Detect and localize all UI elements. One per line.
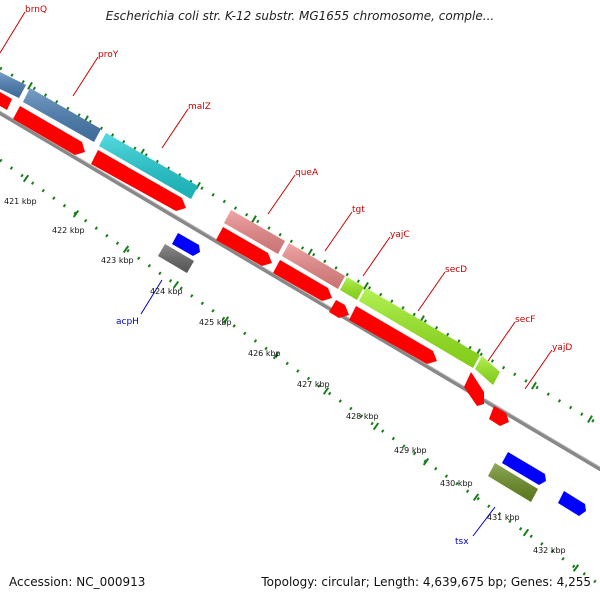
ring-tick (272, 351, 280, 360)
kbp-label: 422 kbp (52, 226, 85, 235)
cds-arrows (0, 92, 509, 426)
ring-tick (172, 280, 180, 289)
ring-tick (22, 174, 30, 183)
kbp-label: 425 kbp (199, 318, 232, 327)
gene-label-acpH[interactable]: acpH (116, 317, 139, 327)
kbp-labels: 421 kbp 422 kbp 423 kbp 424 kbp 425 kbp … (4, 197, 566, 555)
gene-label-queA[interactable]: queA (295, 168, 319, 178)
ring-tick (251, 215, 257, 224)
cds-arrow-6[interactable] (329, 300, 349, 318)
gene-label-secD[interactable]: secD (445, 265, 467, 275)
gene-label-proY[interactable]: proY (98, 50, 119, 60)
ring-tick (587, 415, 593, 423)
gene-bar-secD[interactable] (359, 288, 480, 368)
kbp-label: 429 kbp (394, 446, 427, 455)
cds-arrow-7[interactable] (349, 306, 437, 364)
gene-labels: brnQ proY malZ queA tgt yajC secD secF y… (0, 5, 572, 547)
kbp-label: 430 kbp (440, 479, 473, 488)
kbp-label: 432 kbp (533, 546, 566, 555)
gene-bar-malZ[interactable] (99, 133, 198, 199)
ring-tick (122, 245, 130, 254)
kbp-label: 427 kbp (297, 380, 330, 389)
inner-tick-ring (0, 158, 600, 587)
kbp-label: 431 kbp (487, 513, 520, 522)
outer-tick-ring (0, 66, 600, 427)
minus-strand-genes (158, 233, 586, 516)
cds-arrow-1[interactable] (0, 92, 12, 110)
kbp-label: 421 kbp (4, 197, 37, 206)
accession-text: Accession: NC_000913 (9, 575, 146, 589)
cds-arrow-2[interactable] (13, 106, 85, 155)
gene-label-secF[interactable]: secF (515, 315, 535, 325)
gene-bar-proY[interactable] (23, 88, 101, 142)
gene-arrow-tsx-1[interactable] (502, 452, 546, 485)
gene-label-tsx[interactable]: tsx (455, 537, 469, 547)
ring-tick (422, 457, 430, 466)
cds-arrow-8[interactable] (464, 372, 484, 406)
cds-arrow-4[interactable] (216, 227, 272, 266)
cds-arrow-3[interactable] (91, 150, 186, 211)
gene-arrow-tsx-2[interactable] (558, 491, 586, 516)
gene-bar-brnQ[interactable] (0, 72, 26, 98)
ring-tick (372, 422, 380, 431)
backbone-line (0, 111, 600, 471)
gene-bar-secF[interactable] (475, 356, 500, 385)
gene-bar-acpH[interactable] (158, 244, 194, 273)
kbp-label: 426 kbp (248, 349, 281, 358)
cds-arrow-5[interactable] (273, 260, 332, 301)
map-title: Escherichia coli str. K-12 substr. MG165… (105, 9, 495, 23)
cds-arrow-9[interactable] (489, 406, 509, 426)
gene-label-brnQ[interactable]: brnQ (25, 5, 47, 15)
topology-summary: Topology: circular; Length: 4,639,675 bp… (261, 575, 591, 589)
ring-tick (222, 316, 230, 324)
ring-tick (572, 564, 580, 572)
ring-tick (522, 528, 530, 537)
gene-bar-tsx[interactable] (488, 463, 538, 502)
ring-tick (531, 381, 537, 390)
kbp-label: 424 kbp (150, 287, 183, 296)
gene-label-malZ[interactable]: malZ (188, 102, 211, 112)
ring-tick (472, 493, 480, 502)
inner-major-ticks (22, 174, 580, 572)
ring-tick (27, 81, 33, 90)
ring-tick (72, 209, 80, 218)
gene-label-tgt[interactable]: tgt (352, 205, 365, 215)
ring-tick (322, 387, 330, 395)
ring-tick (363, 281, 369, 290)
gene-bar-tgt[interactable] (282, 243, 345, 289)
gene-label-yajD[interactable]: yajD (552, 343, 572, 353)
gene-label-yajC[interactable]: yajC (390, 230, 410, 240)
plus-strand-genes (0, 72, 500, 385)
kbp-label: 428 kbp (346, 412, 379, 421)
gene-bar-queA[interactable] (224, 210, 285, 254)
gene-arrow-acpH[interactable] (172, 233, 200, 256)
gene-bar-yajC[interactable] (340, 277, 364, 300)
kbp-label: 423 kbp (101, 256, 134, 265)
